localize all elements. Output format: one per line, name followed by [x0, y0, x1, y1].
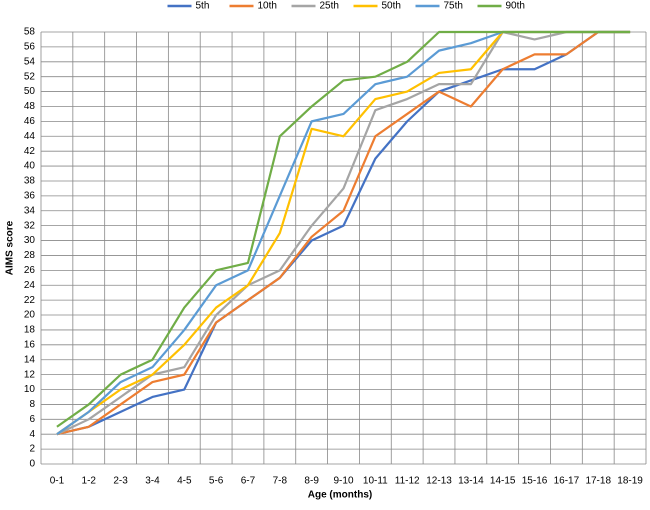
x-tick-label: 8-9: [304, 476, 319, 487]
y-tick-label: 56: [24, 42, 36, 53]
series-line: [56, 30, 631, 436]
x-tick-label: 1-2: [82, 476, 97, 487]
y-tick-label: 30: [24, 235, 36, 246]
y-tick-label: 10: [24, 384, 36, 395]
y-tick-label: 40: [24, 161, 36, 172]
y-tick-label: 4: [29, 429, 35, 440]
y-tick-label: 48: [24, 101, 36, 112]
series-line: [56, 30, 631, 428]
x-tick-label: 5-6: [209, 476, 224, 487]
y-tick-label: 38: [24, 176, 36, 187]
y-tick-label: 22: [24, 295, 36, 306]
x-tick-label: 10-11: [363, 476, 388, 487]
y-tick-label: 2: [29, 444, 35, 455]
y-tick-label: 58: [24, 27, 36, 38]
x-tick-label: 2-3: [113, 476, 128, 487]
legend-label: 25th: [320, 1, 339, 12]
y-tick-label: 14: [24, 354, 36, 365]
y-tick-label: 6: [29, 414, 35, 425]
x-tick-label: 9-10: [333, 476, 353, 487]
x-tick-label: 13-14: [458, 476, 484, 487]
y-tick-label: 46: [24, 116, 36, 127]
y-tick-label: 8: [29, 399, 35, 410]
y-tick-label: 24: [24, 280, 36, 291]
y-tick-label: 12: [24, 369, 36, 380]
y-tick-label: 42: [24, 146, 36, 157]
y-axis-label: AIMS score: [5, 220, 16, 275]
y-tick-label: 44: [24, 131, 36, 142]
x-tick-label: 14-15: [490, 476, 516, 487]
y-tick-label: 34: [24, 205, 36, 216]
y-tick-label: 32: [24, 220, 36, 231]
y-tick-label: 36: [24, 191, 36, 202]
x-tick-label: 15-16: [522, 476, 548, 487]
legend-label: 90th: [506, 1, 525, 12]
legend-label: 5th: [196, 1, 210, 12]
x-tick-label: 12-13: [426, 476, 452, 487]
y-tick-label: 26: [24, 265, 36, 276]
x-tick-label: 16-17: [554, 476, 580, 487]
x-tick-label: 18-19: [617, 476, 643, 487]
x-tick-label: 7-8: [273, 476, 288, 487]
x-tick-label: 17-18: [585, 476, 611, 487]
x-tick-label: 11-12: [395, 476, 420, 487]
legend-label: 50th: [382, 1, 401, 12]
x-axis-label: Age (months): [308, 490, 372, 501]
x-tick-label: 3-4: [145, 476, 160, 487]
series-line: [56, 30, 631, 436]
series-line: [56, 30, 631, 436]
y-tick-label: 0: [29, 459, 35, 470]
y-tick-label: 52: [24, 71, 36, 82]
legend-label: 75th: [444, 1, 463, 12]
y-tick-label: 16: [24, 339, 36, 350]
y-tick-label: 18: [24, 325, 36, 336]
x-tick-label: 0-1: [50, 476, 65, 487]
y-tick-label: 20: [24, 310, 36, 321]
legend-label: 10th: [258, 1, 277, 12]
y-tick-label: 50: [24, 86, 36, 97]
series-line: [56, 30, 631, 436]
x-tick-label: 4-5: [177, 476, 192, 487]
y-tick-label: 54: [24, 56, 36, 67]
y-tick-label: 28: [24, 250, 36, 261]
x-tick-label: 6-7: [241, 476, 256, 487]
series-line: [56, 30, 631, 436]
